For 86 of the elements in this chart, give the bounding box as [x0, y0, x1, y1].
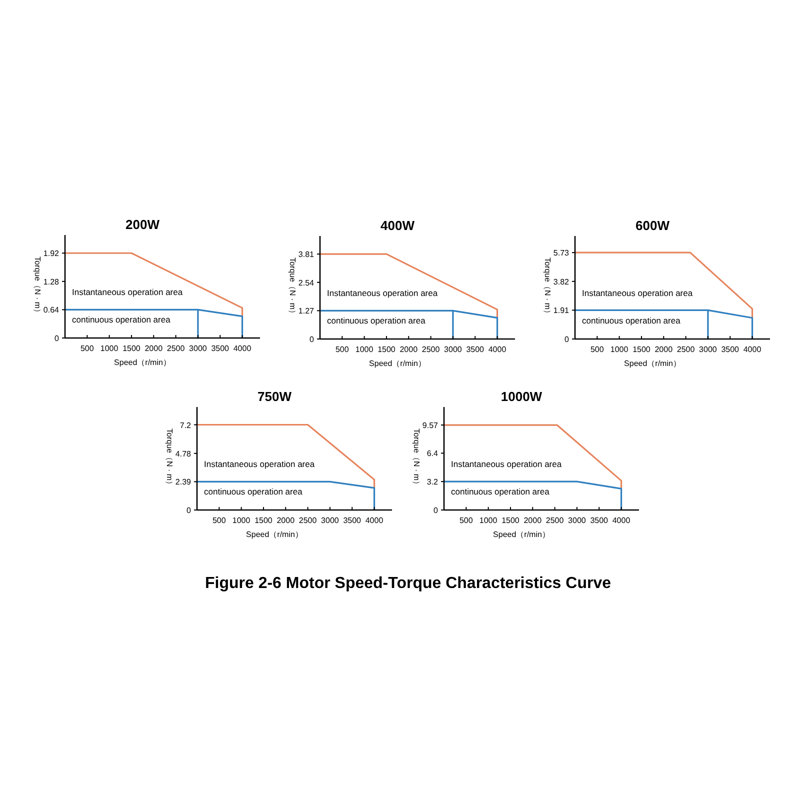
- x-tick-label: 1500: [122, 344, 141, 353]
- x-tick-label: 2000: [524, 516, 542, 525]
- x-tick-label: 2500: [166, 344, 186, 353]
- y-tick-label: 0: [564, 335, 570, 344]
- y-tick-label: 4.78: [175, 449, 192, 458]
- y-tick-label: 6.4: [426, 449, 439, 458]
- x-axis-title: Speed（r/min）: [624, 359, 681, 368]
- y-axis-title: Torque（N · m）: [288, 257, 297, 318]
- x-tick-label: 2500: [546, 516, 564, 525]
- x-tick-label: 3000: [321, 516, 340, 525]
- y-axis-title: Torque（N · m）: [412, 428, 421, 489]
- y-tick-label: 7.2: [180, 420, 192, 430]
- y-tick-label: 3.82: [553, 277, 570, 286]
- x-tick-label: 3000: [189, 344, 208, 353]
- annotation: Instantaneous operation area: [204, 458, 315, 469]
- x-tick-label: 1500: [502, 516, 520, 525]
- y-axis-title: Torque（N · m）: [165, 428, 174, 489]
- chart-title: 1000W: [500, 389, 543, 404]
- x-tick-label: 4000: [488, 345, 507, 354]
- x-tick-label: 2500: [298, 516, 318, 525]
- x-axis-title: Speed（r/min）: [493, 530, 550, 539]
- chart-title: 750W: [258, 389, 292, 404]
- x-tick-label: 500: [590, 345, 604, 354]
- x-tick-label: 1000: [232, 516, 251, 525]
- annotation: Instantaneous operation area: [582, 288, 693, 298]
- y-tick-label: 0: [186, 506, 192, 515]
- y-tick-label: 1.28: [43, 277, 60, 286]
- x-tick-label: 4000: [365, 516, 384, 525]
- x-tick-label: 3000: [699, 345, 718, 354]
- y-tick-label: 0: [54, 334, 60, 343]
- y-tick-label: 3.81: [298, 250, 315, 260]
- annotation: continuous operation area: [451, 486, 550, 497]
- x-tick-label: 3500: [211, 344, 230, 353]
- y-axis-title: Torque（N · m）: [543, 257, 552, 318]
- x-tick-label: 4000: [612, 516, 631, 525]
- chart-title: 400W: [380, 218, 416, 233]
- y-tick-label: 2.54: [298, 278, 315, 288]
- x-tick-label: 500: [212, 516, 226, 525]
- x-tick-label: 2500: [676, 345, 696, 354]
- x-tick-label: 3500: [466, 345, 485, 354]
- x-tick-label: 3000: [444, 345, 462, 354]
- annotation: Instantaneous operation area: [72, 286, 183, 297]
- annotation: continuous operation area: [327, 316, 426, 326]
- x-tick-label: 3500: [343, 516, 362, 525]
- x-tick-label: 4000: [743, 345, 762, 354]
- annotation: continuous operation area: [582, 316, 681, 326]
- x-tick-label: 500: [80, 344, 94, 353]
- chart-title: 600W: [636, 218, 670, 233]
- y-tick-label: 0: [310, 335, 315, 344]
- chart-title: 200W: [126, 217, 160, 232]
- x-tick-label: 2000: [276, 516, 296, 525]
- y-tick-label: 1.92: [43, 249, 60, 258]
- annotation: Instantaneous operation area: [327, 288, 438, 298]
- y-tick-label: 2.39: [175, 478, 192, 487]
- x-tick-label: 1000: [479, 516, 498, 525]
- x-tick-label: 1500: [378, 345, 396, 354]
- y-tick-label: 0.64: [43, 306, 60, 315]
- y-tick-label: 3.2: [426, 478, 439, 487]
- x-tick-label: 1500: [632, 345, 651, 354]
- x-tick-label: 1500: [254, 516, 273, 525]
- annotation: continuous operation area: [204, 486, 303, 497]
- x-tick-label: 1000: [355, 345, 374, 354]
- y-tick-label: 0: [434, 506, 439, 515]
- x-axis-title: Speed（r/min）: [114, 358, 171, 367]
- x-tick-label: 3500: [590, 516, 609, 525]
- x-tick-label: 1000: [610, 345, 629, 354]
- x-tick-label: 4000: [233, 344, 252, 353]
- y-axis-title: Torque（N · m）: [33, 256, 42, 317]
- text: Figure 2-6 Motor Speed-Torque Characteristics Curve: [204, 575, 612, 592]
- y-tick-label: 1.27: [298, 306, 315, 316]
- x-tick-label: 3500: [721, 345, 740, 354]
- x-tick-label: 1000: [100, 344, 119, 353]
- x-axis-title: Speed（r/min）: [246, 530, 303, 539]
- y-tick-label: 1.91: [553, 306, 570, 316]
- x-tick-label: 2000: [400, 345, 418, 354]
- x-tick-label: 500: [335, 345, 350, 354]
- x-axis-title: Speed（r/min）: [369, 359, 426, 368]
- y-tick-label: 5.73: [553, 248, 570, 258]
- x-tick-label: 2500: [422, 345, 440, 354]
- x-tick-label: 500: [459, 516, 474, 525]
- x-tick-label: 3000: [568, 516, 586, 525]
- x-tick-label: 2000: [654, 345, 674, 354]
- annotation: continuous operation area: [72, 314, 171, 325]
- y-tick-label: 9.57: [422, 421, 439, 430]
- annotation: Instantaneous operation area: [451, 458, 562, 469]
- x-tick-label: 2000: [144, 344, 164, 353]
